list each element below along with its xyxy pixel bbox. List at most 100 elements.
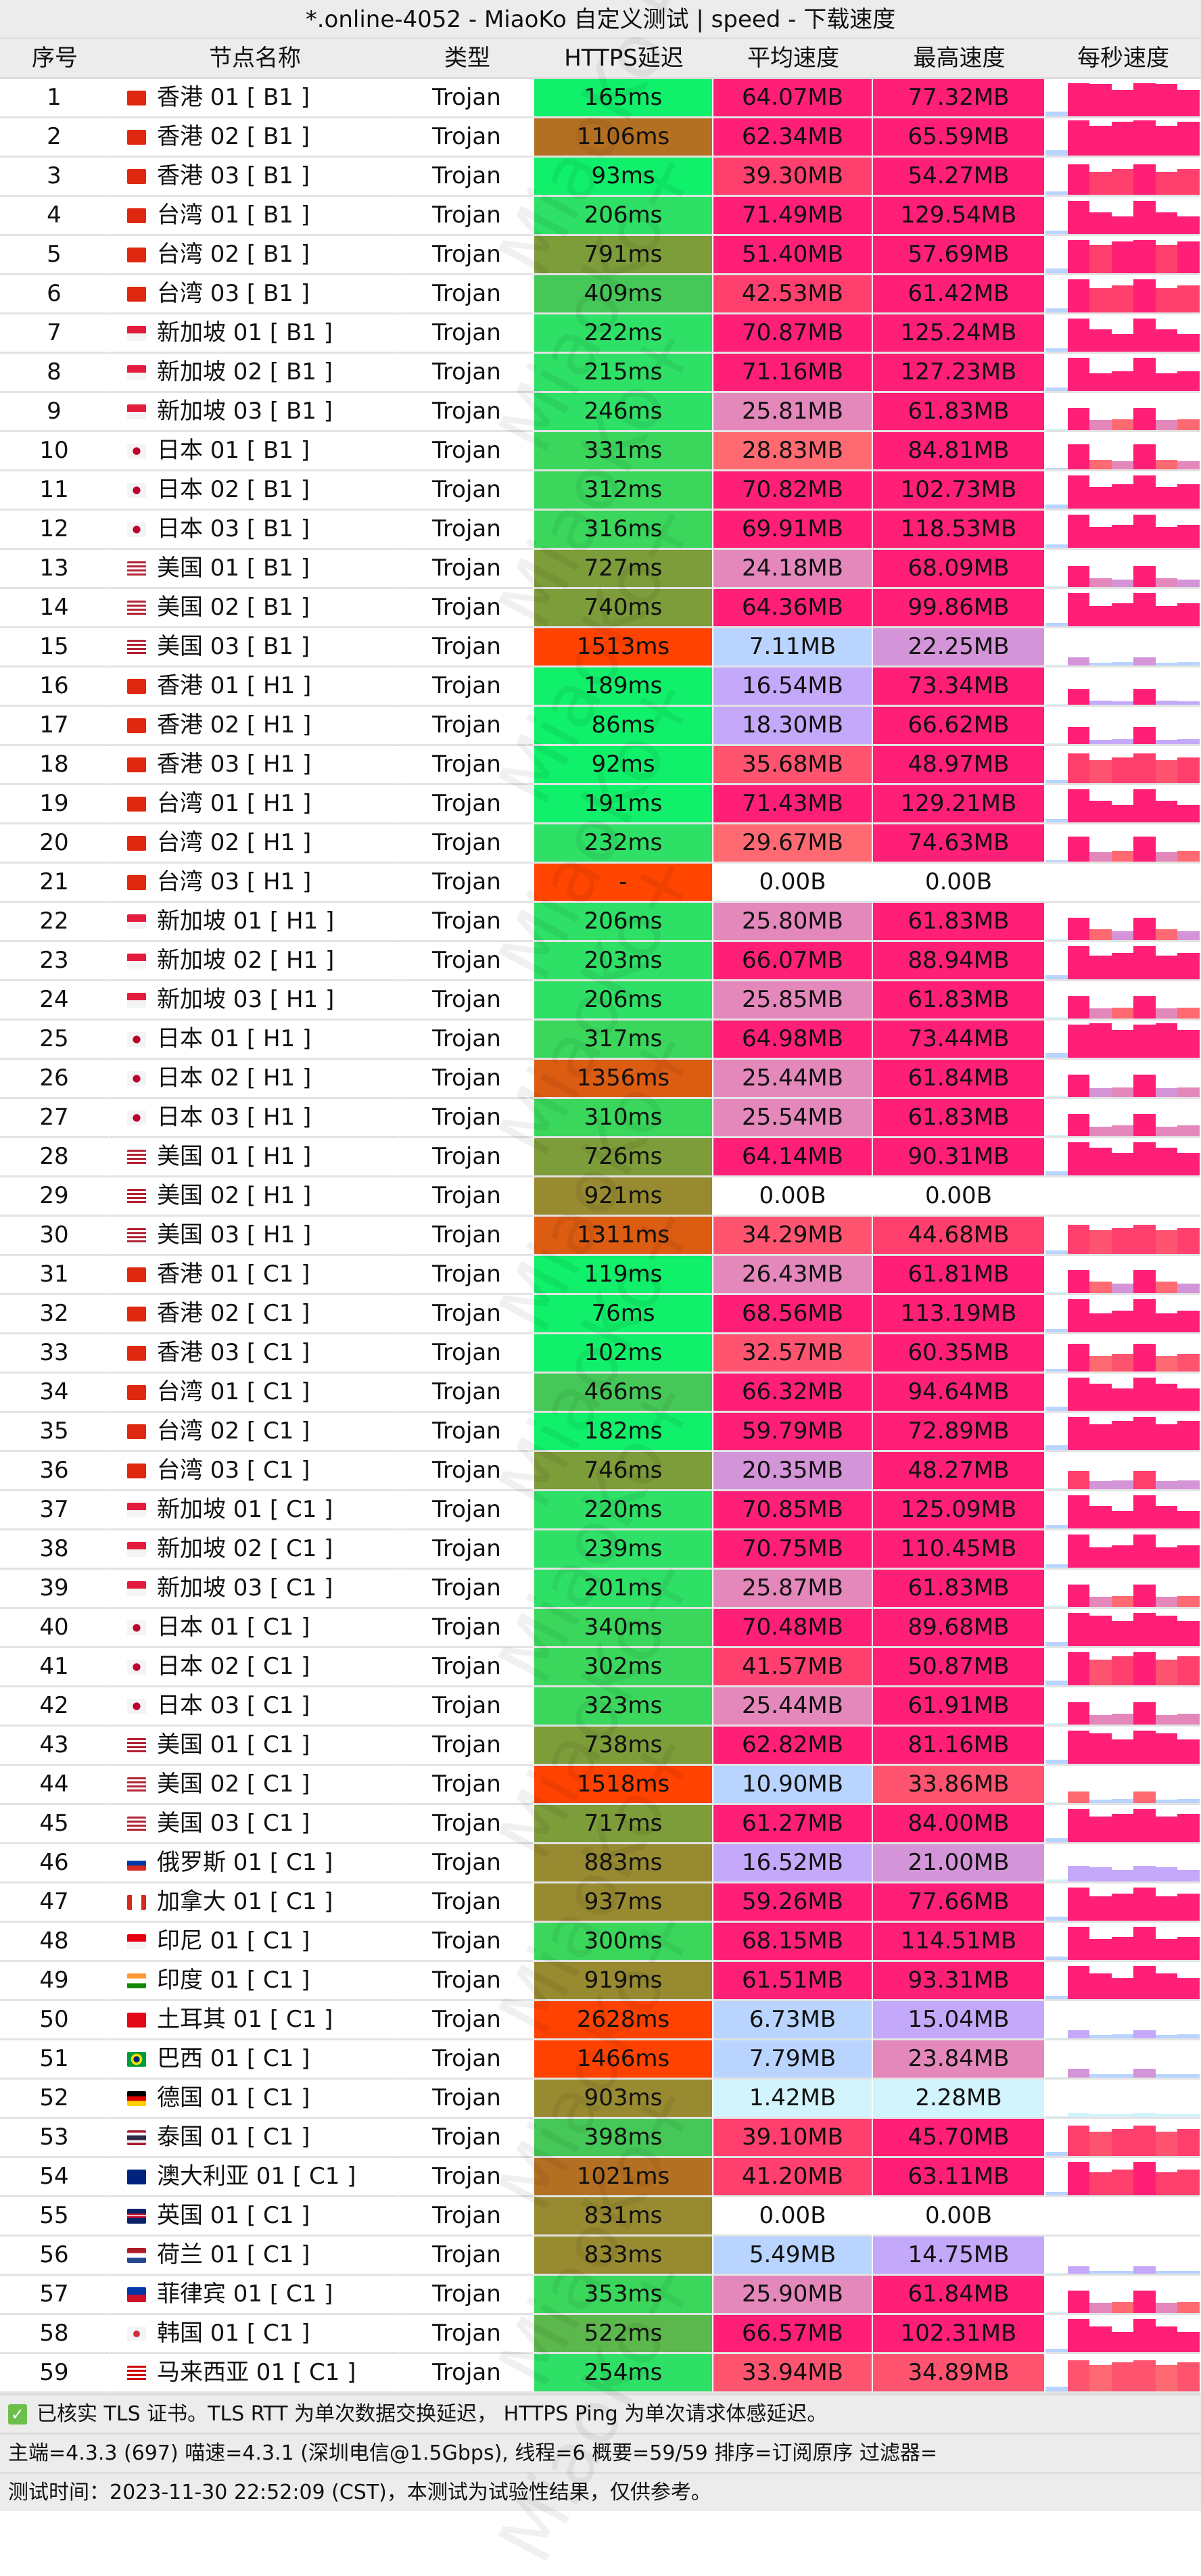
table-row[interactable]: 22 新加坡 01 [ H1 ] Trojan 206ms 25.80MB 61…	[0, 903, 1201, 942]
table-row[interactable]: 15 美国 03 [ B1 ] Trojan 1513ms 7.11MB 22.…	[0, 628, 1201, 668]
table-row[interactable]: 54 澳大利亚 01 [ C1 ] Trojan 1021ms 41.20MB …	[0, 2158, 1201, 2197]
table-row[interactable]: 36 台湾 03 [ C1 ] Trojan 746ms 20.35MB 48.…	[0, 1452, 1201, 1491]
max-speed: 66.62MB	[873, 707, 1045, 746]
table-row[interactable]: 18 香港 03 [ H1 ] Trojan 92ms 35.68MB 48.9…	[0, 746, 1201, 785]
flag-us-icon	[127, 1188, 146, 1204]
table-row[interactable]: 52 德国 01 [ C1 ] Trojan 903ms 1.42MB 2.28…	[0, 2080, 1201, 2119]
table-row[interactable]: 26 日本 02 [ H1 ] Trojan 1356ms 25.44MB 61…	[0, 1060, 1201, 1099]
table-row[interactable]: 53 泰国 01 [ C1 ] Trojan 398ms 39.10MB 45.…	[0, 2119, 1201, 2158]
per-second-sparkline	[1045, 1334, 1201, 1374]
table-row[interactable]: 44 美国 02 [ C1 ] Trojan 1518ms 10.90MB 33…	[0, 1766, 1201, 1805]
table-row[interactable]: 14 美国 02 [ B1 ] Trojan 740ms 64.36MB 99.…	[0, 589, 1201, 628]
table-row[interactable]: 46 俄罗斯 01 [ C1 ] Trojan 883ms 16.52MB 21…	[0, 1844, 1201, 1883]
header-type[interactable]: 类型	[444, 45, 490, 72]
avg-speed: 10.90MB	[713, 1766, 873, 1805]
max-speed: 73.34MB	[873, 668, 1045, 707]
speed-bar	[1067, 1652, 1090, 1685]
table-row[interactable]: 20 台湾 02 [ H1 ] Trojan 232ms 29.67MB 74.…	[0, 824, 1201, 864]
avg-speed: 51.40MB	[713, 236, 873, 275]
table-row[interactable]: 39 新加坡 03 [ C1 ] Trojan 201ms 25.87MB 61…	[0, 1570, 1201, 1609]
table-row[interactable]: 59 马来西亚 01 [ C1 ] Trojan 254ms 33.94MB 3…	[0, 2354, 1201, 2393]
table-row[interactable]: 35 台湾 02 [ C1 ] Trojan 182ms 59.79MB 72.…	[0, 1413, 1201, 1452]
speed-bar	[1067, 200, 1090, 234]
table-row[interactable]: 10 日本 01 [ B1 ] Trojan 331ms 28.83MB 84.…	[0, 432, 1201, 471]
table-row[interactable]: 48 印尼 01 [ C1 ] Trojan 300ms 68.15MB 114…	[0, 1923, 1201, 1962]
table-row[interactable]: 30 美国 03 [ H1 ] Trojan 1311ms 34.29MB 44…	[0, 1217, 1201, 1256]
speed-bar	[1177, 1870, 1200, 1881]
table-row[interactable]: 37 新加坡 01 [ C1 ] Trojan 220ms 70.85MB 12…	[0, 1491, 1201, 1530]
table-row[interactable]: 47 加拿大 01 [ C1 ] Trojan 937ms 59.26MB 77…	[0, 1883, 1201, 1923]
header-https-latency[interactable]: HTTPS延迟	[564, 45, 684, 72]
table-row[interactable]: 55 英国 01 [ C1 ] Trojan 831ms 0.00B 0.00B	[0, 2197, 1201, 2237]
table-row[interactable]: 5 台湾 02 [ B1 ] Trojan 791ms 51.40MB 57.6…	[0, 236, 1201, 275]
https-latency: 1021ms	[534, 2158, 713, 2197]
table-row[interactable]: 41 日本 02 [ C1 ] Trojan 302ms 41.57MB 50.…	[0, 1648, 1201, 1687]
table-row[interactable]: 34 台湾 01 [ C1 ] Trojan 466ms 66.32MB 94.…	[0, 1374, 1201, 1413]
table-row[interactable]: 56 荷兰 01 [ C1 ] Trojan 833ms 5.49MB 14.7…	[0, 2237, 1201, 2276]
table-row[interactable]: 11 日本 02 [ B1 ] Trojan 312ms 70.82MB 102…	[0, 471, 1201, 511]
header-max-speed[interactable]: 最高速度	[913, 45, 1006, 72]
avg-speed: 0.00B	[713, 2197, 873, 2237]
table-row[interactable]: 45 美国 03 [ C1 ] Trojan 717ms 61.27MB 84.…	[0, 1805, 1201, 1844]
table-row[interactable]: 58 韩国 01 [ C1 ] Trojan 522ms 66.57MB 102…	[0, 2315, 1201, 2354]
table-row[interactable]: 21 台湾 03 [ H1 ] Trojan - 0.00B 0.00B	[0, 864, 1201, 903]
node-name-cell: 日本 01 [ B1 ]	[110, 432, 400, 471]
header-per-second-speed[interactable]: 每秒速度	[1077, 45, 1169, 72]
table-row[interactable]: 24 新加坡 03 [ H1 ] Trojan 206ms 25.85MB 61…	[0, 981, 1201, 1021]
https-latency: 921ms	[534, 1177, 713, 1217]
table-row[interactable]: 12 日本 03 [ B1 ] Trojan 316ms 69.91MB 118…	[0, 511, 1201, 550]
table-row[interactable]: 8 新加坡 02 [ B1 ] Trojan 215ms 71.16MB 127…	[0, 354, 1201, 393]
table-row[interactable]: 25 日本 01 [ H1 ] Trojan 317ms 64.98MB 73.…	[0, 1021, 1201, 1060]
avg-speed: 25.90MB	[713, 2276, 873, 2315]
header-avg-speed[interactable]: 平均速度	[747, 45, 839, 72]
node-type: Trojan	[400, 1687, 534, 1727]
table-row[interactable]: 9 新加坡 03 [ B1 ] Trojan 246ms 25.81MB 61.…	[0, 393, 1201, 432]
table-row[interactable]: 13 美国 01 [ B1 ] Trojan 727ms 24.18MB 68.…	[0, 550, 1201, 589]
speed-bar	[1111, 1029, 1134, 1058]
table-row[interactable]: 32 香港 02 [ C1 ] Trojan 76ms 68.56MB 113.…	[0, 1295, 1201, 1334]
header-index[interactable]: 序号	[32, 45, 78, 72]
node-name: 美国 03 [ H1 ]	[157, 1221, 312, 1248]
table-row[interactable]: 23 新加坡 02 [ H1 ] Trojan 203ms 66.07MB 88…	[0, 942, 1201, 981]
per-second-sparkline	[1045, 2040, 1201, 2080]
table-row[interactable]: 31 香港 01 [ C1 ] Trojan 119ms 26.43MB 61.…	[0, 1256, 1201, 1295]
table-row[interactable]: 6 台湾 03 [ B1 ] Trojan 409ms 42.53MB 61.4…	[0, 275, 1201, 314]
speed-bar	[1045, 2116, 1068, 2117]
table-row[interactable]: 50 土耳其 01 [ C1 ] Trojan 2628ms 6.73MB 15…	[0, 2001, 1201, 2040]
table-row[interactable]: 17 香港 02 [ H1 ] Trojan 86ms 18.30MB 66.6…	[0, 707, 1201, 746]
table-row[interactable]: 42 日本 03 [ C1 ] Trojan 323ms 25.44MB 61.…	[0, 1687, 1201, 1727]
table-row[interactable]: 19 台湾 01 [ H1 ] Trojan 191ms 71.43MB 129…	[0, 785, 1201, 824]
speed-bar	[1155, 662, 1178, 665]
https-latency: 182ms	[534, 1413, 713, 1452]
speed-bar	[1133, 1075, 1156, 1097]
speed-bar	[1067, 1584, 1090, 1607]
table-row[interactable]: 2 香港 02 [ B1 ] Trojan 1106ms 62.34MB 65.…	[0, 118, 1201, 158]
speed-bar	[1111, 662, 1134, 665]
table-row[interactable]: 1 香港 01 [ B1 ] Trojan 165ms 64.07MB 77.3…	[0, 79, 1201, 118]
table-row[interactable]: 51 巴西 01 [ C1 ] Trojan 1466ms 7.79MB 23.…	[0, 2040, 1201, 2080]
node-type: Trojan	[400, 1256, 534, 1295]
table-row[interactable]: 7 新加坡 01 [ B1 ] Trojan 222ms 70.87MB 125…	[0, 314, 1201, 354]
speed-bar	[1111, 2114, 1134, 2117]
table-row[interactable]: 40 日本 01 [ C1 ] Trojan 340ms 70.48MB 89.…	[0, 1609, 1201, 1648]
speed-bar	[1155, 1973, 1178, 1999]
speed-bar	[1155, 1282, 1178, 1293]
table-row[interactable]: 28 美国 01 [ H1 ] Trojan 726ms 64.14MB 90.…	[0, 1138, 1201, 1177]
table-row[interactable]: 16 香港 01 [ H1 ] Trojan 189ms 16.54MB 73.…	[0, 668, 1201, 707]
table-row[interactable]: 43 美国 01 [ C1 ] Trojan 738ms 62.82MB 81.…	[0, 1727, 1201, 1766]
table-row[interactable]: 4 台湾 01 [ B1 ] Trojan 206ms 71.49MB 129.…	[0, 197, 1201, 236]
table-row[interactable]: 27 日本 03 [ H1 ] Trojan 310ms 25.54MB 61.…	[0, 1099, 1201, 1138]
avg-speed: 68.15MB	[713, 1923, 873, 1962]
table-row[interactable]: 49 印度 01 [ C1 ] Trojan 919ms 61.51MB 93.…	[0, 1962, 1201, 2001]
speed-bar	[1133, 1926, 1156, 1960]
speed-bar	[1067, 836, 1090, 862]
table-row[interactable]: 33 香港 03 [ C1 ] Trojan 102ms 32.57MB 60.…	[0, 1334, 1201, 1374]
table-row[interactable]: 29 美国 02 [ H1 ] Trojan 921ms 0.00B 0.00B	[0, 1177, 1201, 1217]
avg-speed: 61.27MB	[713, 1805, 873, 1844]
table-row[interactable]: 38 新加坡 02 [ C1 ] Trojan 239ms 70.75MB 11…	[0, 1530, 1201, 1570]
table-row[interactable]: 3 香港 03 [ B1 ] Trojan 93ms 39.30MB 54.27…	[0, 158, 1201, 197]
table-row[interactable]: 57 菲律宾 01 [ C1 ] Trojan 353ms 25.90MB 61…	[0, 2276, 1201, 2315]
https-latency: 119ms	[534, 1256, 713, 1295]
header-node-name[interactable]: 节点名称	[209, 45, 301, 72]
speed-bar	[1111, 1388, 1134, 1411]
